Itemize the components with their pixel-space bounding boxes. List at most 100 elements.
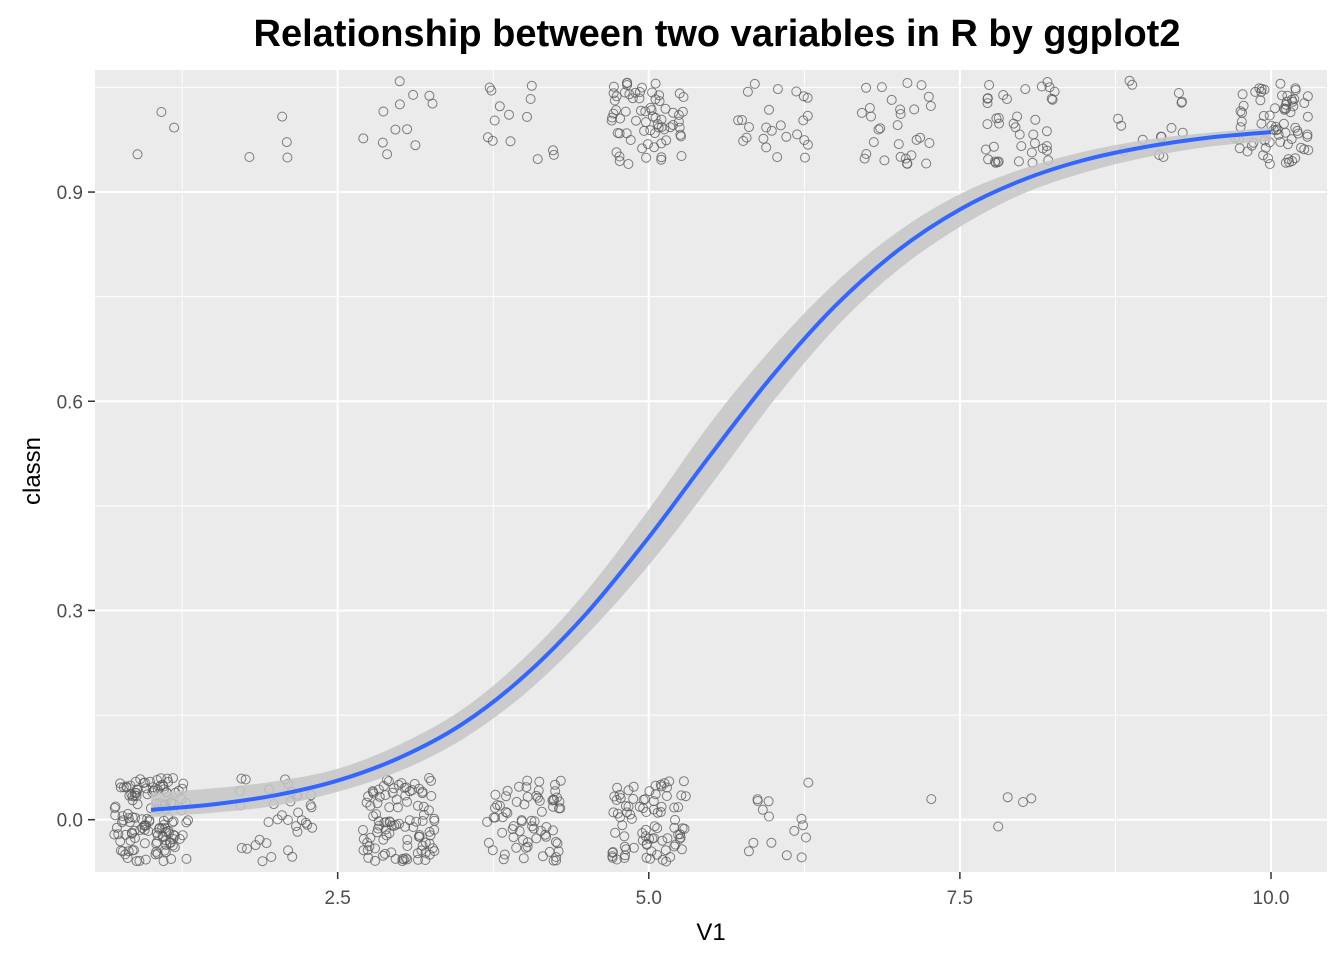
data-point: [608, 108, 619, 119]
data-point: [240, 774, 251, 785]
data-point: [656, 152, 667, 163]
data-point: [873, 124, 884, 135]
data-point: [409, 778, 420, 789]
data-point: [244, 152, 255, 162]
data-point: [497, 827, 508, 838]
data-point: [382, 149, 393, 160]
data-point: [378, 106, 389, 117]
data-point: [508, 832, 519, 843]
y-axis-title: classn: [19, 437, 46, 505]
data-point: [168, 816, 179, 827]
data-point: [657, 854, 668, 865]
data-point: [514, 781, 524, 792]
data-point: [282, 152, 293, 163]
data-point: [122, 853, 133, 863]
y-tick-label: 0.3: [57, 601, 83, 622]
data-point: [522, 111, 532, 122]
data-point: [407, 785, 418, 796]
data-point: [402, 796, 412, 807]
data-point: [555, 803, 566, 814]
data-point: [165, 837, 176, 848]
data-point: [486, 85, 497, 96]
data-point: [300, 817, 311, 828]
data-point: [741, 132, 752, 143]
data-point: [533, 792, 543, 803]
data-point: [166, 854, 177, 864]
data-point: [536, 806, 547, 817]
data-point: [1256, 118, 1267, 129]
data-point: [1250, 86, 1261, 97]
data-point: [673, 116, 684, 127]
data-point: [1014, 129, 1025, 140]
data-point: [791, 86, 802, 97]
data-point: [1049, 86, 1060, 97]
data-point: [424, 773, 435, 783]
data-point: [152, 775, 163, 785]
data-point: [1281, 99, 1291, 110]
data-point: [426, 791, 437, 801]
data-point: [652, 823, 663, 834]
data-point: [669, 802, 680, 813]
data-point: [656, 138, 667, 149]
data-point: [1256, 83, 1267, 94]
data-point: [628, 781, 639, 792]
data-point: [803, 777, 814, 788]
data-point: [988, 141, 999, 152]
data-point: [680, 791, 691, 802]
data-point: [361, 797, 372, 808]
data-point: [893, 139, 904, 150]
chart-title: Relationship between two variables in R …: [254, 13, 1181, 55]
data-point: [895, 151, 906, 162]
data-point: [1030, 114, 1041, 125]
data-point: [1280, 127, 1291, 138]
data-point: [615, 793, 626, 804]
data-point: [155, 780, 166, 791]
data-point: [664, 776, 675, 787]
data-point: [123, 813, 134, 824]
data-point: [737, 115, 747, 125]
x-axis-title: V1: [696, 919, 725, 946]
data-point: [625, 809, 636, 820]
data-point: [1277, 90, 1287, 101]
data-point: [631, 115, 641, 126]
data-point: [511, 842, 522, 853]
data-point: [1026, 147, 1037, 158]
data-point: [117, 811, 128, 822]
data-point: [608, 847, 618, 857]
data-point: [895, 104, 906, 115]
data-point: [266, 852, 277, 862]
data-point: [167, 817, 178, 828]
data-point: [167, 840, 178, 851]
data-point: [764, 811, 774, 822]
data-point: [526, 815, 537, 826]
data-point: [856, 107, 867, 118]
data-point: [302, 819, 313, 830]
data-point: [665, 852, 676, 862]
data-point: [402, 854, 413, 865]
data-point: [1008, 118, 1019, 129]
data-point: [800, 152, 810, 163]
data-point: [163, 776, 174, 787]
data-point: [174, 833, 185, 844]
data-point: [109, 803, 120, 813]
data-point: [606, 115, 617, 126]
data-point: [371, 809, 382, 820]
data-point: [139, 824, 150, 835]
data-point: [748, 837, 759, 848]
data-point: [129, 845, 139, 856]
data-point: [781, 131, 792, 142]
data-point: [650, 78, 661, 89]
data-point: [519, 799, 530, 810]
data-point: [526, 80, 537, 91]
data-point: [410, 140, 421, 151]
data-point: [115, 778, 126, 789]
data-point: [645, 125, 656, 136]
data-point: [1046, 93, 1057, 104]
data-point: [1047, 94, 1058, 105]
data-point: [1264, 159, 1275, 169]
data-point: [772, 152, 783, 163]
data-point: [401, 782, 412, 793]
data-point: [637, 828, 648, 839]
data-point: [551, 855, 562, 866]
data-point: [132, 799, 143, 810]
